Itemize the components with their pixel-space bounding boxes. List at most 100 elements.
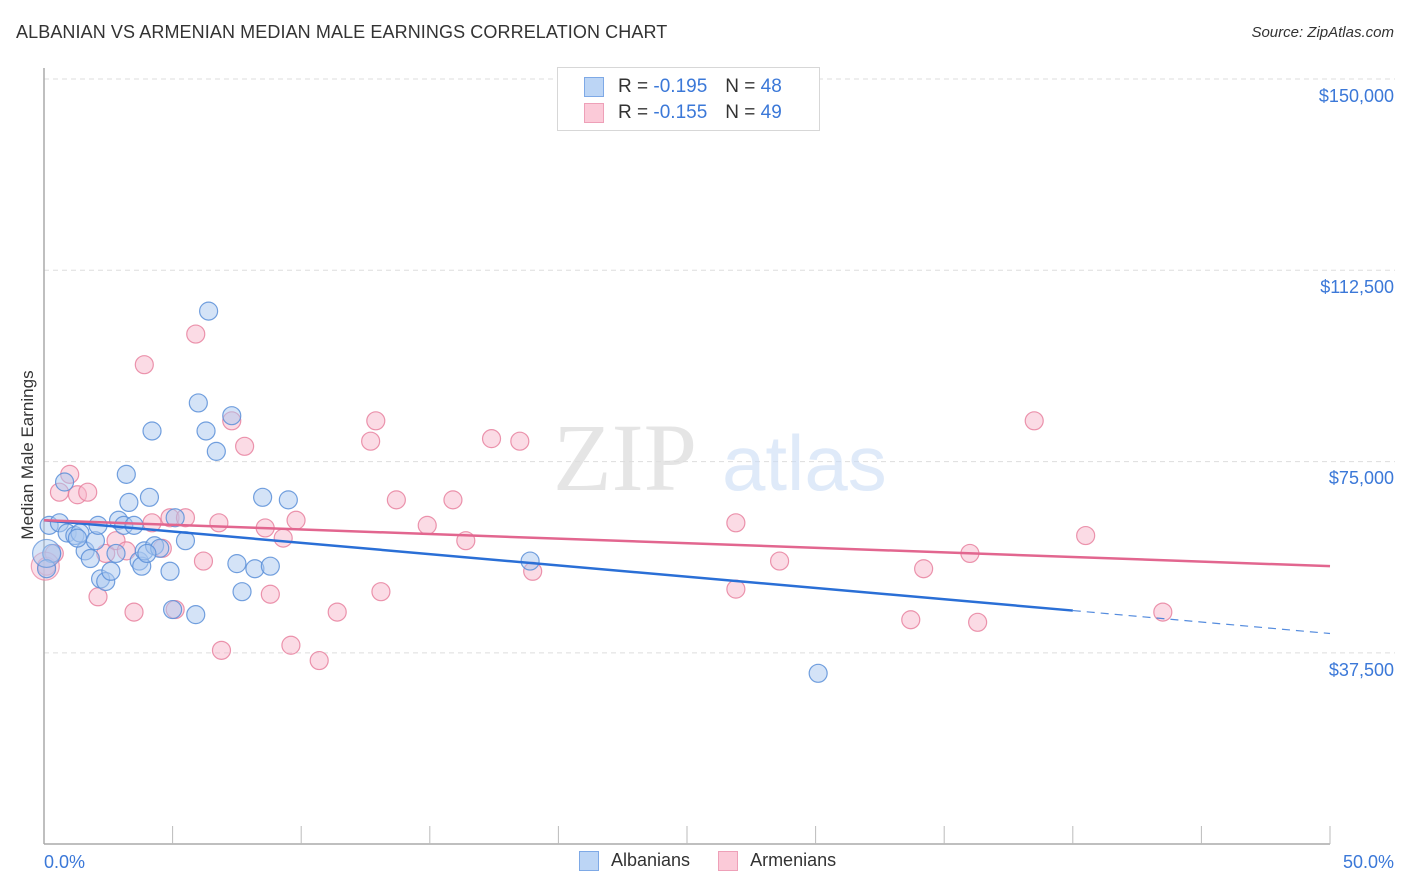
series-legend: Albanians Armenians [579, 850, 864, 871]
armenians-swatch-icon [584, 103, 604, 123]
data-point [54, 472, 75, 492]
n-label: N = [725, 102, 756, 123]
data-point [253, 487, 273, 507]
data-point [137, 543, 157, 564]
data-point [327, 602, 347, 622]
data-point [139, 487, 160, 507]
data-point [163, 599, 183, 620]
source-label: Source: ZipAtlas.com [1251, 24, 1394, 41]
watermark: ZIP atlas [553, 404, 887, 511]
correlation-legend: R = -0.195 N = 48 R = -0.155 N = 49 [557, 67, 820, 131]
data-point [193, 551, 214, 571]
data-point [361, 431, 381, 451]
albanians-swatch-icon [579, 850, 599, 871]
data-point [366, 411, 386, 431]
data-point [386, 490, 406, 510]
data-point [124, 602, 144, 622]
data-point [235, 436, 255, 456]
r-value: -0.155 [653, 102, 708, 123]
data-point [31, 538, 62, 569]
data-point [281, 635, 301, 655]
data-point [1024, 411, 1044, 431]
data-point [914, 559, 934, 579]
data-point [80, 548, 100, 569]
legend-label: Albanians [611, 850, 691, 870]
y-axis-label: Median Male Earnings [18, 370, 37, 540]
data-point [1076, 525, 1096, 546]
legend-item-armenians[interactable]: Armenians [718, 850, 836, 871]
y-tick-37500: $37,500 [1328, 660, 1394, 680]
data-point [726, 513, 746, 533]
data-point [196, 421, 216, 441]
data-point [67, 528, 88, 548]
data-point [481, 429, 502, 449]
data-point [165, 508, 185, 528]
data-point [124, 515, 144, 535]
data-point [116, 464, 136, 484]
data-point [371, 582, 391, 602]
data-point [808, 663, 828, 683]
data-point [119, 492, 139, 513]
n-value: 49 [760, 102, 782, 123]
data-point [286, 510, 306, 530]
data-point [199, 301, 219, 321]
data-point [232, 582, 252, 602]
data-point [901, 610, 921, 630]
y-tick-150000: $150,000 [1318, 86, 1394, 106]
n-label: N = [725, 76, 756, 97]
data-point [222, 406, 242, 426]
data-point [186, 324, 206, 344]
albanians-swatch-icon [584, 77, 604, 97]
data-point [726, 579, 746, 599]
albanians-trend-line [43, 519, 1073, 612]
data-point [134, 355, 154, 375]
x-axis-ticks [172, 826, 1331, 844]
data-point [209, 513, 229, 533]
r-label: R = [618, 76, 649, 97]
data-point [968, 612, 988, 632]
data-point [769, 551, 790, 571]
data-point [36, 559, 57, 579]
data-point [417, 515, 437, 535]
data-point [260, 584, 280, 604]
r-label: R = [618, 102, 649, 123]
gridlines [44, 78, 1395, 654]
legend-row-armenians: R = -0.155 N = 49 [584, 100, 782, 126]
data-point [101, 561, 121, 581]
data-point [142, 421, 162, 441]
albanians-points [31, 301, 828, 683]
x-tick-min: 0.0% [44, 852, 86, 872]
data-point [160, 561, 180, 581]
data-point [309, 650, 329, 671]
data-point [260, 556, 280, 576]
n-value: 48 [760, 76, 782, 97]
x-tick-max: 50.0% [1342, 852, 1394, 872]
data-point [510, 431, 530, 451]
data-point [206, 441, 226, 461]
y-tick-112500: $112,500 [1320, 277, 1394, 297]
r-value: -0.195 [653, 76, 708, 97]
legend-item-albanians[interactable]: Albanians [579, 850, 690, 871]
y-tick-75000: $75,000 [1328, 468, 1394, 488]
albanians-trend-extension [1072, 609, 1331, 635]
data-point [78, 482, 98, 502]
data-point [273, 528, 293, 548]
data-point [278, 490, 298, 510]
armenians-trend-line [43, 519, 1331, 568]
data-point [1153, 602, 1173, 622]
data-point [211, 640, 232, 660]
data-point [106, 543, 126, 564]
data-point [227, 554, 247, 574]
data-point [520, 551, 540, 571]
legend-label: Armenians [750, 850, 837, 870]
data-point [186, 605, 206, 625]
armenians-swatch-icon [718, 850, 739, 871]
svg-text:ZIP: ZIP [553, 404, 697, 511]
legend-row-albanians: R = -0.195 N = 48 [584, 74, 782, 100]
svg-text:atlas: atlas [722, 419, 887, 507]
trend-lines [43, 519, 1331, 635]
data-point [188, 393, 208, 413]
chart-title: ALBANIAN VS ARMENIAN MEDIAN MALE EARNING… [16, 22, 668, 42]
data-point [443, 490, 463, 510]
